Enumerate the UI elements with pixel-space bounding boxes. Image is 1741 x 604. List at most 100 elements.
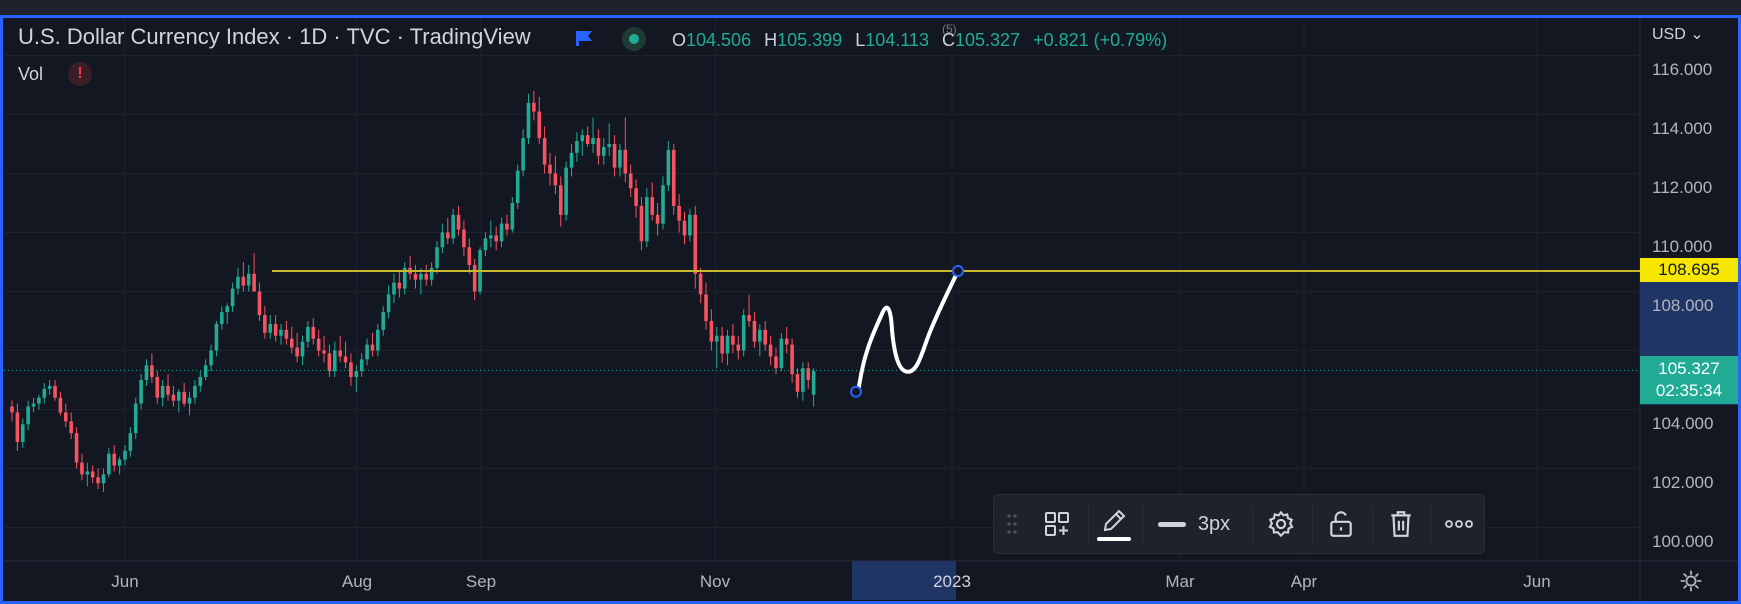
candle <box>451 208 455 245</box>
market-status-icon[interactable] <box>622 27 646 51</box>
candle <box>155 371 160 404</box>
candle-body <box>295 347 299 357</box>
price-tick-label: 100.000 <box>1652 531 1714 551</box>
candle-body <box>542 138 547 165</box>
candle-body <box>322 350 326 354</box>
time-tick-label: Jun <box>111 572 139 591</box>
chart-settings-icon[interactable] <box>1680 570 1702 592</box>
candle-body <box>505 223 509 230</box>
candle-body <box>123 450 127 460</box>
candle-body <box>31 403 36 407</box>
low-value: 104.113 <box>865 30 929 50</box>
volume-label[interactable]: Vol <box>18 64 44 84</box>
candle-body <box>193 385 197 398</box>
candle-body <box>246 273 251 286</box>
candle-body <box>236 276 240 289</box>
templates-button[interactable] <box>1032 495 1082 553</box>
delete-button[interactable] <box>1376 495 1426 553</box>
candle-body <box>558 185 563 215</box>
line-color-button[interactable] <box>1092 495 1136 553</box>
candle <box>548 152 552 186</box>
candle-body <box>74 433 79 463</box>
candle-body <box>553 173 558 186</box>
candle-body <box>333 350 337 372</box>
brush-drawing[interactable] <box>857 268 960 389</box>
flag-icon[interactable] <box>575 30 593 46</box>
candle-body <box>284 329 289 339</box>
candle-body <box>510 203 515 230</box>
indicator-count-badge[interactable]: (5) <box>942 22 957 36</box>
candle-body <box>515 170 520 203</box>
candle-body <box>376 329 380 351</box>
candle <box>499 217 504 248</box>
drag-handle-icon[interactable] <box>1000 495 1024 553</box>
candle-body <box>596 138 601 156</box>
candle <box>69 412 73 439</box>
candle-body <box>467 247 472 265</box>
candle <box>671 144 676 215</box>
candle <box>252 253 256 292</box>
pencil-icon <box>1103 509 1126 531</box>
brush-start-handle[interactable] <box>850 385 862 398</box>
candle-body <box>413 273 418 280</box>
time-axis-highlight <box>852 561 956 600</box>
line-width-label: 3px <box>1197 512 1231 535</box>
candle <box>193 380 197 404</box>
candle-body <box>451 214 455 239</box>
candle-body <box>472 264 477 292</box>
candle-body <box>26 406 30 425</box>
candle <box>489 220 493 248</box>
candle <box>472 259 477 301</box>
candle <box>736 335 741 360</box>
candle <box>801 362 805 401</box>
candle <box>376 323 380 357</box>
candle-body <box>741 315 746 351</box>
candle-body <box>747 315 751 321</box>
candle <box>677 194 681 233</box>
candle-body <box>440 232 445 248</box>
brush-end-handle[interactable] <box>952 264 964 277</box>
settings-button[interactable] <box>1256 495 1306 553</box>
candle <box>225 303 229 324</box>
candle <box>263 306 267 339</box>
warning-icon[interactable]: ! <box>68 62 92 86</box>
candle-body <box>435 247 439 268</box>
candle <box>763 321 767 351</box>
change-value: +0.821 (+0.79%) <box>1033 30 1168 50</box>
candle-body <box>639 205 644 242</box>
candle-body <box>521 138 525 171</box>
time-tick-label: Apr <box>1290 572 1318 591</box>
candle <box>176 388 181 413</box>
candle <box>494 226 498 251</box>
candle <box>150 353 154 383</box>
candle-body <box>69 421 73 434</box>
lock-button[interactable] <box>1316 495 1366 553</box>
candle <box>133 397 138 439</box>
low-label: L <box>855 30 866 50</box>
candle-body <box>618 149 622 168</box>
candle <box>58 391 63 416</box>
candle-body <box>182 391 186 404</box>
candle-body <box>279 329 283 336</box>
price-tick-label: 104.000 <box>1652 413 1714 433</box>
candle <box>542 126 547 174</box>
line-width-button[interactable]: 3px <box>1146 495 1242 553</box>
candle-body <box>419 273 423 280</box>
candle-body <box>166 385 170 395</box>
candle-body <box>532 102 536 112</box>
candle <box>612 135 617 177</box>
more-button[interactable] <box>1434 495 1484 553</box>
candle-body <box>311 326 316 339</box>
candle-body <box>209 350 213 366</box>
last-price-value: 105.327 <box>1658 359 1720 378</box>
candle <box>456 205 461 236</box>
candle <box>20 418 25 448</box>
candle <box>704 282 708 330</box>
currency-selector[interactable]: USD ⌄ <box>1652 24 1704 44</box>
candle <box>510 197 515 233</box>
candle <box>445 217 450 245</box>
candle-body <box>784 338 789 345</box>
candle-body <box>343 356 348 363</box>
candle <box>537 96 542 144</box>
candle-body <box>591 138 595 144</box>
